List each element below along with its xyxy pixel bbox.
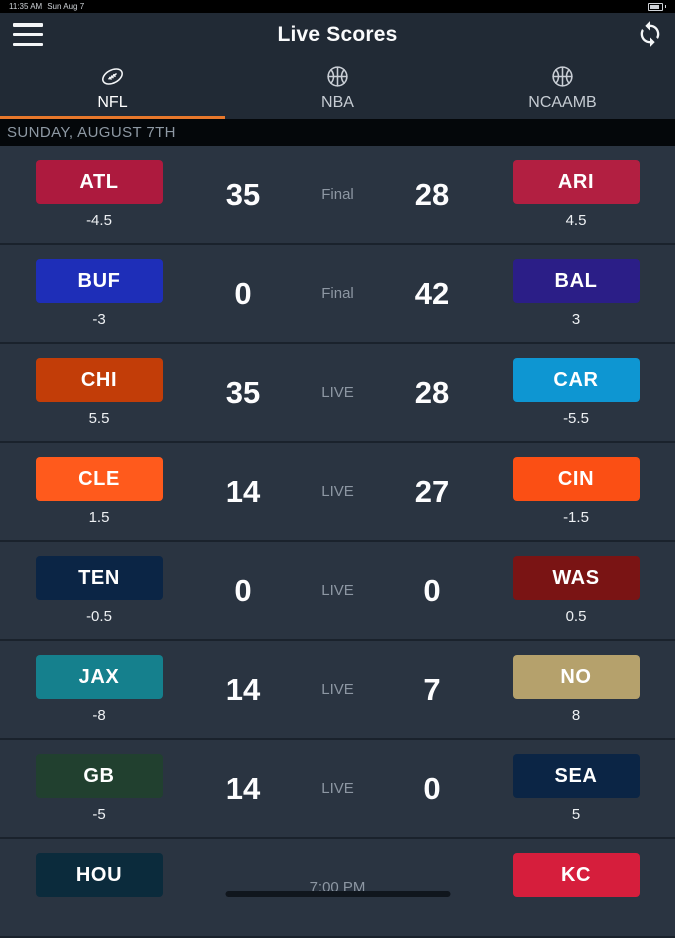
- game-row[interactable]: HOU 7:00 PM KC: [0, 839, 675, 938]
- home-spread: 0.5: [565, 608, 587, 625]
- home-team-abbr: KC: [560, 863, 592, 886]
- away-team-abbr: BUF: [77, 269, 121, 292]
- home-team-badge: NO: [512, 655, 640, 699]
- home-team-badge: CAR: [512, 358, 640, 402]
- away-team-abbr: ATL: [79, 170, 119, 193]
- home-team-abbr: CAR: [553, 368, 599, 391]
- game-row[interactable]: JAX -8 14 LIVE 7 NO 8: [0, 641, 675, 740]
- refresh-icon: [640, 21, 660, 47]
- away-score: 0: [234, 275, 252, 311]
- home-team-badge: BAL: [512, 259, 640, 303]
- tab-label-nfl: NFL: [97, 93, 128, 111]
- header: Live Scores: [0, 13, 675, 56]
- game-status: LIVE: [321, 483, 354, 500]
- home-score: 0: [423, 572, 441, 608]
- away-score: 14: [225, 671, 261, 707]
- home-team-badge: ARI: [512, 160, 640, 204]
- home-team-badge: KC: [512, 853, 640, 897]
- tab-label-nba: NBA: [321, 93, 354, 111]
- away-spread: -5: [92, 806, 106, 823]
- game-row[interactable]: ATL -4.5 35 Final 28 ARI 4.5: [0, 146, 675, 245]
- game-row[interactable]: CLE 1.5 14 LIVE 27 CIN -1.5: [0, 443, 675, 542]
- away-team-badge: HOU: [35, 853, 163, 897]
- away-score: 0: [234, 572, 252, 608]
- tab-bar: NFL NBA NCAAMB: [0, 56, 675, 119]
- game-row[interactable]: CHI 5.5 35 LIVE 28 CAR -5.5: [0, 344, 675, 443]
- games-list: ATL -4.5 35 Final 28 ARI 4.5 BUF -3 0 Fi…: [0, 146, 675, 938]
- home-spread: -1.5: [563, 509, 589, 526]
- away-spread: -0.5: [86, 608, 112, 625]
- away-spread: -3: [92, 311, 106, 328]
- away-score: 14: [225, 770, 261, 806]
- home-score: 42: [414, 275, 450, 311]
- status-time: 11:35 AM: [9, 2, 43, 11]
- game-status: Final: [321, 285, 354, 302]
- away-team-abbr: JAX: [78, 665, 120, 688]
- refresh-button[interactable]: [635, 20, 665, 50]
- away-team-badge: ATL: [35, 160, 163, 204]
- home-team-badge: SEA: [512, 754, 640, 798]
- away-team-abbr: HOU: [75, 863, 123, 886]
- game-row[interactable]: TEN -0.5 0 LIVE 0 WAS 0.5: [0, 542, 675, 641]
- home-team-abbr: SEA: [554, 764, 598, 787]
- away-team-abbr: CLE: [78, 467, 120, 490]
- hamburger-icon: [13, 23, 43, 27]
- home-score: 7: [423, 671, 441, 707]
- home-team-abbr: ARI: [557, 170, 595, 193]
- game-status: LIVE: [321, 681, 354, 698]
- home-spread: 8: [571, 707, 581, 724]
- away-team-badge: JAX: [35, 655, 163, 699]
- away-team-abbr: CHI: [80, 368, 118, 391]
- home-team-abbr: WAS: [552, 566, 600, 589]
- home-team-abbr: BAL: [554, 269, 598, 292]
- home-spread: 4.5: [565, 212, 587, 229]
- home-team-badge: CIN: [512, 457, 640, 501]
- away-team-badge: CHI: [35, 358, 163, 402]
- battery-icon: [647, 2, 666, 11]
- home-score: 28: [414, 176, 450, 212]
- home-spread: -5.5: [563, 410, 589, 427]
- away-spread: 1.5: [88, 509, 110, 526]
- away-team-badge: GB: [35, 754, 163, 798]
- basketball-icon: [550, 64, 575, 89]
- home-team-abbr: CIN: [557, 467, 595, 490]
- away-score: 14: [225, 473, 261, 509]
- away-spread: -4.5: [86, 212, 112, 229]
- home-indicator[interactable]: [225, 891, 450, 897]
- away-score: 35: [225, 374, 261, 410]
- away-team-badge: CLE: [35, 457, 163, 501]
- home-team-badge: WAS: [512, 556, 640, 600]
- home-score: 28: [414, 374, 450, 410]
- game-status: LIVE: [321, 384, 354, 401]
- home-team-abbr: NO: [560, 665, 592, 688]
- away-score: 35: [225, 176, 261, 212]
- game-row[interactable]: GB -5 14 LIVE 0 SEA 5: [0, 740, 675, 839]
- game-row[interactable]: BUF -3 0 Final 42 BAL 3: [0, 245, 675, 344]
- game-status: LIVE: [321, 582, 354, 599]
- away-team-abbr: TEN: [78, 566, 120, 589]
- tab-ncaamb[interactable]: NCAAMB: [450, 56, 675, 119]
- game-status: Final: [321, 186, 354, 203]
- tab-nfl[interactable]: NFL: [0, 56, 225, 119]
- tab-nba[interactable]: NBA: [225, 56, 450, 119]
- home-score: 27: [414, 473, 450, 509]
- game-status: LIVE: [321, 780, 354, 797]
- away-spread: -8: [92, 707, 106, 724]
- football-icon: [100, 64, 125, 89]
- away-spread: 5.5: [88, 410, 110, 427]
- away-team-badge: BUF: [35, 259, 163, 303]
- status-bar: 11:35 AM Sun Aug 7: [0, 0, 675, 13]
- home-score: 0: [423, 770, 441, 806]
- tab-label-ncaamb: NCAAMB: [528, 93, 597, 111]
- date-header: SUNDAY, AUGUST 7TH: [0, 119, 675, 146]
- away-team-abbr: GB: [83, 764, 115, 787]
- page-title: Live Scores: [277, 22, 398, 46]
- basketball-icon: [325, 64, 350, 89]
- away-team-badge: TEN: [35, 556, 163, 600]
- status-date: Sun Aug 7: [47, 2, 85, 11]
- home-spread: 3: [571, 311, 581, 328]
- menu-button[interactable]: [13, 21, 45, 48]
- active-tab-indicator: [0, 116, 225, 119]
- home-spread: 5: [571, 806, 581, 823]
